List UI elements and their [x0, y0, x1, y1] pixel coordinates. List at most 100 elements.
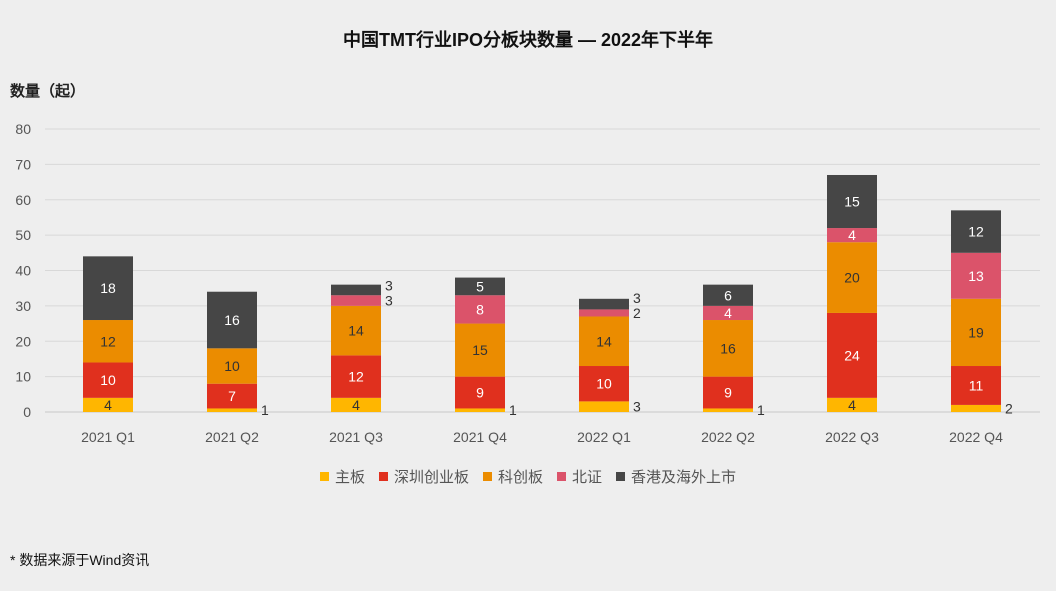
bar-segment: [827, 397, 877, 412]
y-tick-label: 60: [15, 192, 31, 208]
data-label: 2: [1005, 400, 1013, 416]
bar-segment: [83, 397, 133, 412]
data-label: 5: [476, 278, 484, 294]
bar-segment: [207, 348, 257, 384]
data-label: 10: [100, 372, 116, 388]
legend-swatch: [378, 472, 388, 481]
legend-item: 科创板: [482, 466, 543, 487]
data-label: 16: [224, 312, 240, 328]
data-label: 15: [472, 342, 488, 358]
bar-segment: [331, 305, 381, 356]
data-label: 12: [100, 333, 116, 349]
data-label: 20: [844, 270, 860, 286]
x-tick-label: 2022 Q4: [949, 429, 1003, 445]
data-label: 4: [104, 397, 112, 413]
data-label: 4: [724, 305, 732, 321]
bar-segment: [455, 376, 505, 409]
bar-segment: [951, 404, 1001, 412]
bar-segment: [455, 323, 505, 377]
data-label: 15: [844, 194, 860, 210]
x-tick-label: 2022 Q1: [577, 429, 631, 445]
bar-segment: [703, 320, 753, 377]
x-tick-label: 2021 Q3: [329, 429, 383, 445]
chart-title: 中国TMT行业IPO分板块数量 — 2022年下半年: [342, 30, 714, 50]
x-tick-label: 2021 Q1: [81, 429, 135, 445]
bar-segment: [951, 298, 1001, 367]
bar-segment: [703, 284, 753, 306]
bar-segment: [207, 408, 257, 412]
y-tick-label: 0: [23, 404, 31, 420]
footnote: * 数据来源于Wind资讯: [10, 552, 150, 568]
data-label: 8: [476, 301, 484, 317]
y-tick-label: 40: [15, 263, 31, 279]
legend-item: 北证: [557, 466, 602, 487]
data-label: 6: [724, 287, 732, 303]
data-label: 16: [720, 340, 736, 356]
data-label: 10: [596, 376, 612, 392]
y-tick-label: 70: [15, 156, 31, 172]
data-label: 3: [385, 293, 393, 309]
bar-segment: [455, 295, 505, 324]
legend-swatch: [319, 472, 329, 481]
bar-segment: [827, 228, 877, 243]
data-label: 24: [844, 347, 860, 363]
data-label: 4: [352, 397, 360, 413]
data-label: 19: [968, 324, 984, 340]
bar-segment: [703, 376, 753, 409]
data-label: 18: [100, 280, 116, 296]
data-label: 4: [848, 227, 856, 243]
bar-segment: [703, 408, 753, 412]
bar-segment: [951, 252, 1001, 299]
legend-label: 科创板: [497, 469, 543, 486]
legend-label: 香港及海外上市: [631, 469, 737, 486]
bar-segment: [331, 397, 381, 412]
bar-segment: [579, 366, 629, 402]
data-label: 7: [228, 388, 236, 404]
data-label: 11: [969, 377, 984, 393]
data-label: 3: [633, 399, 641, 415]
x-tick-label: 2022 Q3: [825, 429, 879, 445]
bar-segment: [331, 284, 381, 296]
bar-segment: [579, 316, 629, 367]
bar-segment: [83, 362, 133, 398]
bar-segment: [579, 298, 629, 310]
bar-segment: [579, 401, 629, 412]
data-label: 1: [509, 402, 517, 418]
y-tick-label: 80: [15, 121, 31, 137]
legend-item: 主板: [319, 466, 365, 487]
data-label: 2: [633, 305, 641, 321]
bar-segment: [331, 295, 381, 306]
bar-segment: [331, 355, 381, 398]
legend-swatch: [616, 472, 626, 481]
bar-segment: [951, 210, 1001, 253]
data-label: 12: [348, 369, 364, 385]
bar-segment: [207, 383, 257, 409]
bar-segment: [83, 256, 133, 321]
data-label: 12: [968, 224, 984, 240]
data-label: 1: [261, 402, 269, 418]
x-tick-label: 2022 Q2: [701, 429, 755, 445]
legend-item: 深圳创业板: [378, 466, 469, 487]
data-label: 3: [385, 278, 393, 294]
y-tick-label: 20: [15, 333, 31, 349]
bar-segment: [827, 312, 877, 398]
x-tick-label: 2021 Q2: [205, 429, 259, 445]
y-tick-label: 30: [15, 298, 31, 314]
y-axis-label: 数量（起）: [10, 83, 86, 100]
y-tick-label: 10: [15, 369, 31, 385]
data-label: 9: [724, 385, 732, 401]
legend: 主板 深圳创业板 科创板 北证 香港及海外上市: [0, 466, 1056, 487]
legend-label: 主板: [334, 469, 365, 486]
data-label: 4: [848, 397, 856, 413]
legend-label: 北证: [572, 469, 603, 486]
legend-swatch: [482, 472, 492, 481]
data-label: 9: [476, 385, 484, 401]
legend-label: 深圳创业板: [393, 469, 469, 486]
bar-segment: [703, 305, 753, 321]
legend-item: 香港及海外上市: [616, 466, 736, 487]
bar-segment: [579, 309, 629, 317]
bar-segment: [207, 291, 257, 349]
data-label: 13: [968, 268, 984, 284]
